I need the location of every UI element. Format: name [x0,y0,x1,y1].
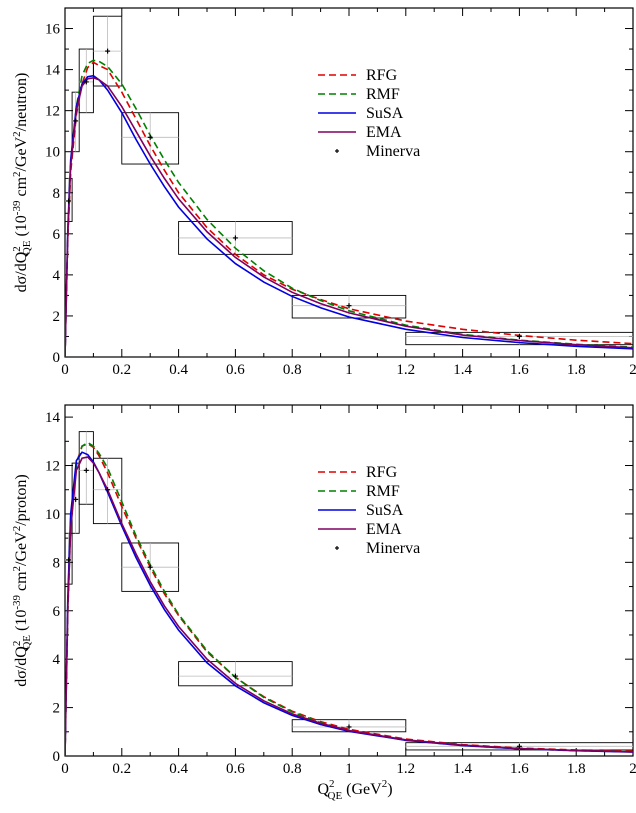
axis-label-part: cm [13,571,30,595]
x-tick-label: 1 [345,362,353,378]
legend-label: Minerva [366,143,420,160]
axis-label-part: 2 [329,778,335,790]
legend-label: SuSA [366,105,404,122]
x-tick-label: 0.8 [283,362,302,378]
bottom-panel: 0 0.2 0.4 0.6 0.8 1 1.2 1.4 1.6 1.8 2 0 2 4 6 8 10 12 14 dσ… [11,404,636,802]
axis-label-part: 2 [11,131,23,137]
axis-label-part: /proton) [13,474,30,526]
axis-label-part: (10 [13,215,30,240]
x-tick-label: 0.6 [226,362,245,378]
legend: RFG RMF SuSA EMA Minerva [318,464,420,557]
x-tick-label: 1 [345,761,353,777]
axis-label-part: 2 [11,246,23,252]
top-panel: 0 0.2 0.4 0.6 0.8 1 1.2 1.4 1.6 1.8 2 0 2 4 6 8 10 12 14 16… [11,7,636,378]
axis-label-part: 2 [11,566,23,572]
y-tick-label: 4 [53,652,61,668]
series-line-susa [65,74,633,357]
plot-area [65,15,633,357]
x-tick-label: 0.4 [169,761,188,777]
x-axis-label: Q2 QE (GeV2) [317,778,392,802]
axis-label-part: (10 [13,610,30,635]
series-line-susa [65,451,633,756]
x-tick-label: 1.6 [510,362,529,378]
axis-label-part: QE [21,635,33,650]
axis-label-part: -39 [11,594,23,609]
y-axis-label: dσ/dQ2QE (10-39 cm2/GeV2/proton) [11,474,33,687]
axis-label-part: 2 [382,778,388,790]
x-tick-label: 1.8 [567,761,586,777]
y-tick-label: 12 [45,104,60,120]
series-line-ema [65,456,633,756]
x-tick-label: 1.4 [453,761,472,777]
series-line-ema [65,76,633,357]
x-tick-label: 0.2 [112,761,131,777]
axis-label-part: 2 [11,526,23,532]
axis-label-part: /neutron) [13,73,30,132]
y-axis-label: dσ/dQ2QE (10-39 cm2/GeV2/neutron) [11,73,33,293]
axis-label-part: /GeV [13,136,30,171]
x-tick-label: 1.2 [396,362,415,378]
x-tick-label: 2 [629,362,636,378]
legend-label: EMA [366,124,402,141]
series-line-rfg [65,442,633,756]
y-tick-label: 2 [53,701,61,717]
y-tick-label: 0 [53,350,61,366]
x-tick-label: 0.6 [226,761,245,777]
legend-label: RMF [366,483,400,500]
plot-area [65,431,633,756]
legend-label: RFG [366,67,398,84]
axis-label-part: ) [387,781,392,798]
y-tick-label: 10 [45,507,60,523]
series-line-rmf [65,441,633,756]
axis-label-part: 2 [11,171,23,177]
y-tick-label: 8 [53,555,61,571]
x-tick-label: 1.8 [567,362,586,378]
legend-label: SuSA [366,502,404,519]
axis-label-part: -39 [11,200,23,215]
axis-label-part: QE [328,790,343,802]
legend: RFG RMF SuSA EMA Minerva [318,67,420,160]
y-tick-label: 14 [45,410,61,426]
axis-label-part: QE [21,240,33,255]
y-tick-label: 12 [45,459,60,475]
axis-label-part: dσ/dQ [13,646,30,687]
y-tick-label: 8 [53,186,61,202]
legend-label: RFG [366,464,398,481]
x-tick-label: 0.8 [283,761,302,777]
y-tick-label: 6 [53,604,61,620]
y-tick-label: 10 [45,145,60,161]
y-tick-label: 16 [45,22,61,38]
x-tick-label: 1.2 [396,761,415,777]
y-tick-label: 6 [53,227,61,243]
x-tick-label: 2 [629,761,636,777]
legend-label: EMA [366,521,402,538]
x-tick-label: 0.2 [112,362,131,378]
axis-label-part: dσ/dQ [13,251,30,292]
axis-label-part: (GeV [342,781,382,798]
x-tick-label: 0.4 [169,362,188,378]
y-tick-label: 4 [53,268,61,284]
axis-label-part: cm [13,176,30,200]
y-tick-label: 2 [53,309,61,325]
x-tick-label: 0 [61,761,69,777]
x-tick-label: 1.6 [510,761,529,777]
legend-label: Minerva [366,540,420,557]
y-tick-label: 14 [45,63,61,79]
axis-label-part: 2 [11,641,23,647]
axis-label-part: /GeV [13,531,30,566]
x-tick-label: 0 [61,362,69,378]
legend-label: RMF [366,86,400,103]
axis-label-part: Q [317,781,329,798]
y-tick-label: 0 [53,749,61,765]
x-tick-label: 1.4 [453,362,472,378]
